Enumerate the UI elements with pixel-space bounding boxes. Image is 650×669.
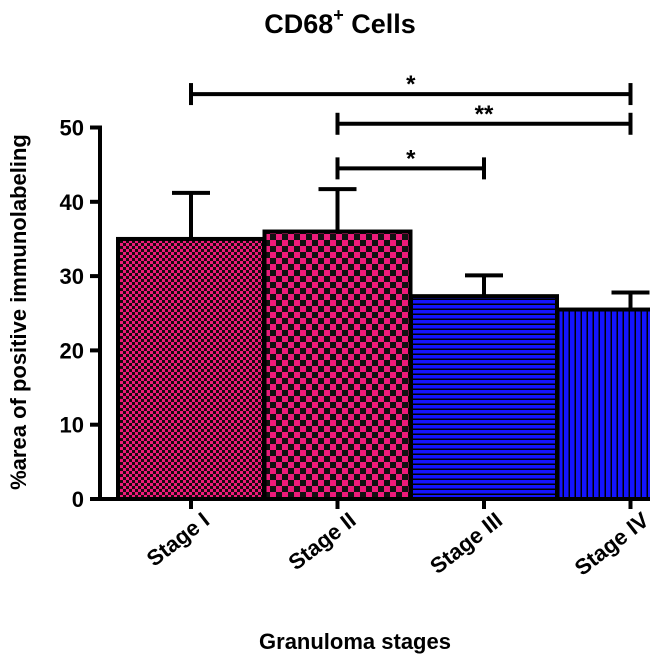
bar	[409, 294, 559, 502]
significance-label: **	[475, 101, 494, 128]
y-tick-label: 20	[60, 338, 84, 363]
y-tick-label: 40	[60, 190, 84, 215]
bars-group	[116, 229, 650, 502]
y-axis-label: %area of positive immunolabeling	[6, 134, 31, 490]
error-bars-group	[172, 187, 650, 310]
bar	[116, 236, 266, 501]
y-tick-label: 30	[60, 264, 84, 289]
x-tick-label: Stage IV	[570, 507, 650, 580]
x-tick-label: Stage I	[142, 507, 214, 571]
x-tick-label: Stage II	[284, 507, 361, 575]
significance-group: ****	[189, 71, 633, 180]
y-tick-label: 50	[60, 116, 84, 141]
significance-label: *	[406, 71, 416, 98]
y-tick-label: 0	[72, 487, 84, 512]
chart-title: CD68+ Cells	[264, 5, 416, 39]
bar	[555, 307, 650, 501]
significance-label: *	[406, 145, 416, 172]
x-axis-label: Granuloma stages	[259, 629, 451, 654]
y-tick-label: 10	[60, 413, 84, 438]
x-tick-label: Stage III	[425, 507, 507, 579]
bar	[262, 229, 413, 502]
